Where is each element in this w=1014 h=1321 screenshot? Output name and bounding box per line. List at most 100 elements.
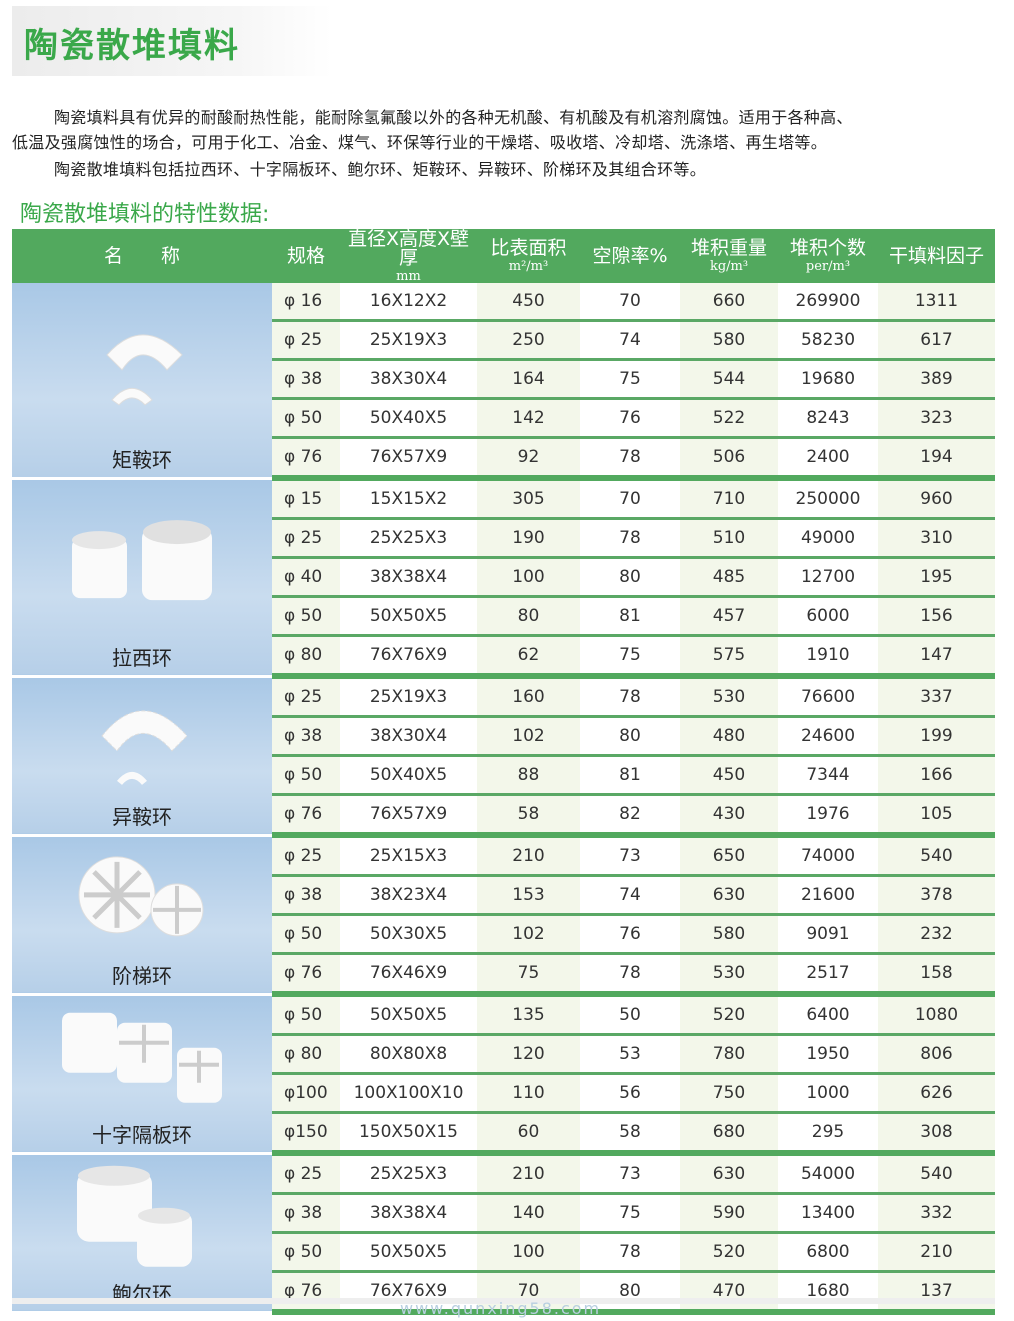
cell-weight: 680	[680, 1112, 778, 1156]
table-row: φ 25 25X19X3 250 74 580 58230 617	[12, 320, 995, 361]
cell-weight: 450	[680, 755, 778, 796]
cell-dims: 50X30X5	[340, 914, 477, 955]
table-row: 鲍尔环 φ 25 25X25X3 210 73 630 54000 540	[12, 1153, 995, 1314]
cell-area: 140	[477, 1193, 580, 1234]
cell-factor: 156	[878, 596, 995, 637]
cell-count: 2517	[778, 953, 878, 997]
cell-spec: φ 25	[272, 1153, 340, 1195]
cell-weight: 510	[680, 518, 778, 559]
cell-void: 73	[580, 835, 680, 877]
cell-factor: 137	[878, 1271, 995, 1315]
product-name: 异鞍环	[112, 804, 172, 829]
cell-area: 153	[477, 875, 580, 916]
cell-spec: φ 50	[272, 994, 340, 1036]
table-row: φ 38 38X38X4 140 75 590 13400 332	[12, 1193, 995, 1234]
cell-weight: 750	[680, 1073, 778, 1114]
product-name: 拉西环	[112, 645, 172, 670]
product-image-cell: 鲍尔环	[12, 1153, 272, 1314]
cell-weight: 520	[680, 1232, 778, 1273]
header-void: 空隙率%	[580, 229, 680, 283]
cell-weight: 430	[680, 794, 778, 838]
cell-area: 135	[477, 994, 580, 1036]
header-area-unit: m²/m³	[508, 259, 549, 274]
cell-void: 78	[580, 518, 680, 559]
cell-area: 142	[477, 398, 580, 439]
cell-count: 7344	[778, 755, 878, 796]
cell-factor: 378	[878, 875, 995, 916]
cell-count: 6400	[778, 994, 878, 1036]
cell-spec: φ100	[272, 1073, 340, 1114]
table-row: φ 50 50X40X5 142 76 522 8243 323	[12, 398, 995, 439]
table-row: 矩鞍环 φ 16 16X12X2 450 70 660 269900 1311	[12, 283, 995, 480]
cell-void: 75	[580, 359, 680, 400]
header-factor: 干填料因子	[878, 229, 995, 283]
cell-area: 102	[477, 914, 580, 955]
cell-factor: 147	[878, 635, 995, 679]
cell-void: 76	[580, 914, 680, 955]
cell-area: 160	[477, 676, 580, 718]
header-count: 堆积个数 per/m³	[778, 229, 878, 283]
cell-void: 73	[580, 1153, 680, 1195]
watermark: www.qunxing58.com	[400, 1299, 602, 1318]
cell-factor: 332	[878, 1193, 995, 1234]
cell-count: 19680	[778, 359, 878, 400]
cell-weight: 580	[680, 914, 778, 955]
table-row: 十字隔板环 φ 50 50X50X5 135 50 520 6400 1080	[12, 994, 995, 1155]
cell-count: 1000	[778, 1073, 878, 1114]
cell-dims: 25X25X3	[340, 1153, 477, 1195]
cell-count: 8243	[778, 398, 878, 439]
cell-area: 60	[477, 1112, 580, 1156]
cell-void: 78	[580, 953, 680, 997]
header-dims: 直径X高度X壁厚 mm	[340, 229, 477, 283]
table-row: φ 50 50X40X5 88 81 450 7344 166	[12, 755, 995, 796]
table-bottom-edge	[12, 1298, 995, 1304]
cell-count: 1680	[778, 1271, 878, 1315]
cell-count: 58230	[778, 320, 878, 361]
cell-factor: 540	[878, 835, 995, 877]
cell-dims: 76X46X9	[340, 953, 477, 997]
table-row: φ 50 50X50X5 100 78 520 6800 210	[12, 1232, 995, 1273]
cell-void: 70	[580, 478, 680, 520]
cell-spec: φ 38	[272, 359, 340, 400]
cell-void: 81	[580, 596, 680, 637]
table-row: φ 25 25X25X3 190 78 510 49000 310	[12, 518, 995, 559]
table-row: 拉西环 φ 15 15X15X2 305 70 710 250000 960	[12, 478, 995, 678]
cell-dims: 16X12X2	[340, 283, 477, 322]
product-image-cell: 矩鞍环	[12, 283, 272, 480]
cell-void: 70	[580, 283, 680, 322]
cell-weight: 530	[680, 953, 778, 997]
header-spec: 规格	[272, 229, 340, 283]
cell-weight: 530	[680, 676, 778, 718]
raschig-ring-icon	[62, 518, 222, 613]
cell-area: 100	[477, 557, 580, 598]
table-row: 阶梯环 φ 25 25X15X3 210 73 650 74000 540	[12, 835, 995, 996]
cell-weight: 710	[680, 478, 778, 520]
intro-line-2: 低温及强腐蚀性的场合，可用于化工、冶金、煤气、环保等行业的干燥塔、吸收塔、冷却塔…	[12, 133, 828, 152]
pall-ring-icon	[67, 1161, 217, 1276]
cell-factor: 1080	[878, 994, 995, 1036]
cell-weight: 630	[680, 1153, 778, 1195]
cell-spec: φ 50	[272, 914, 340, 955]
cell-factor: 158	[878, 953, 995, 997]
cell-dims: 25X15X3	[340, 835, 477, 877]
cell-spec: φ 38	[272, 875, 340, 916]
cell-area: 450	[477, 283, 580, 322]
cell-count: 24600	[778, 716, 878, 757]
cell-spec: φ 25	[272, 835, 340, 877]
cell-dims: 25X19X3	[340, 320, 477, 361]
cell-weight: 506	[680, 437, 778, 481]
cell-count: 2400	[778, 437, 878, 481]
cell-dims: 50X50X5	[340, 994, 477, 1036]
cell-dims: 38X30X4	[340, 359, 477, 400]
cell-void: 78	[580, 1232, 680, 1273]
cell-void: 75	[580, 635, 680, 679]
cell-count: 49000	[778, 518, 878, 559]
cell-factor: 806	[878, 1034, 995, 1075]
cell-void: 80	[580, 557, 680, 598]
page-title: 陶瓷散堆填料	[24, 26, 240, 66]
header-weight-unit: kg/m³	[709, 259, 749, 274]
table-row: φ 40 38X38X4 100 80 485 12700 195	[12, 557, 995, 598]
cell-weight: 580	[680, 320, 778, 361]
table-row: φ 38 38X30X4 164 75 544 19680 389	[12, 359, 995, 400]
cell-spec: φ 76	[272, 437, 340, 481]
